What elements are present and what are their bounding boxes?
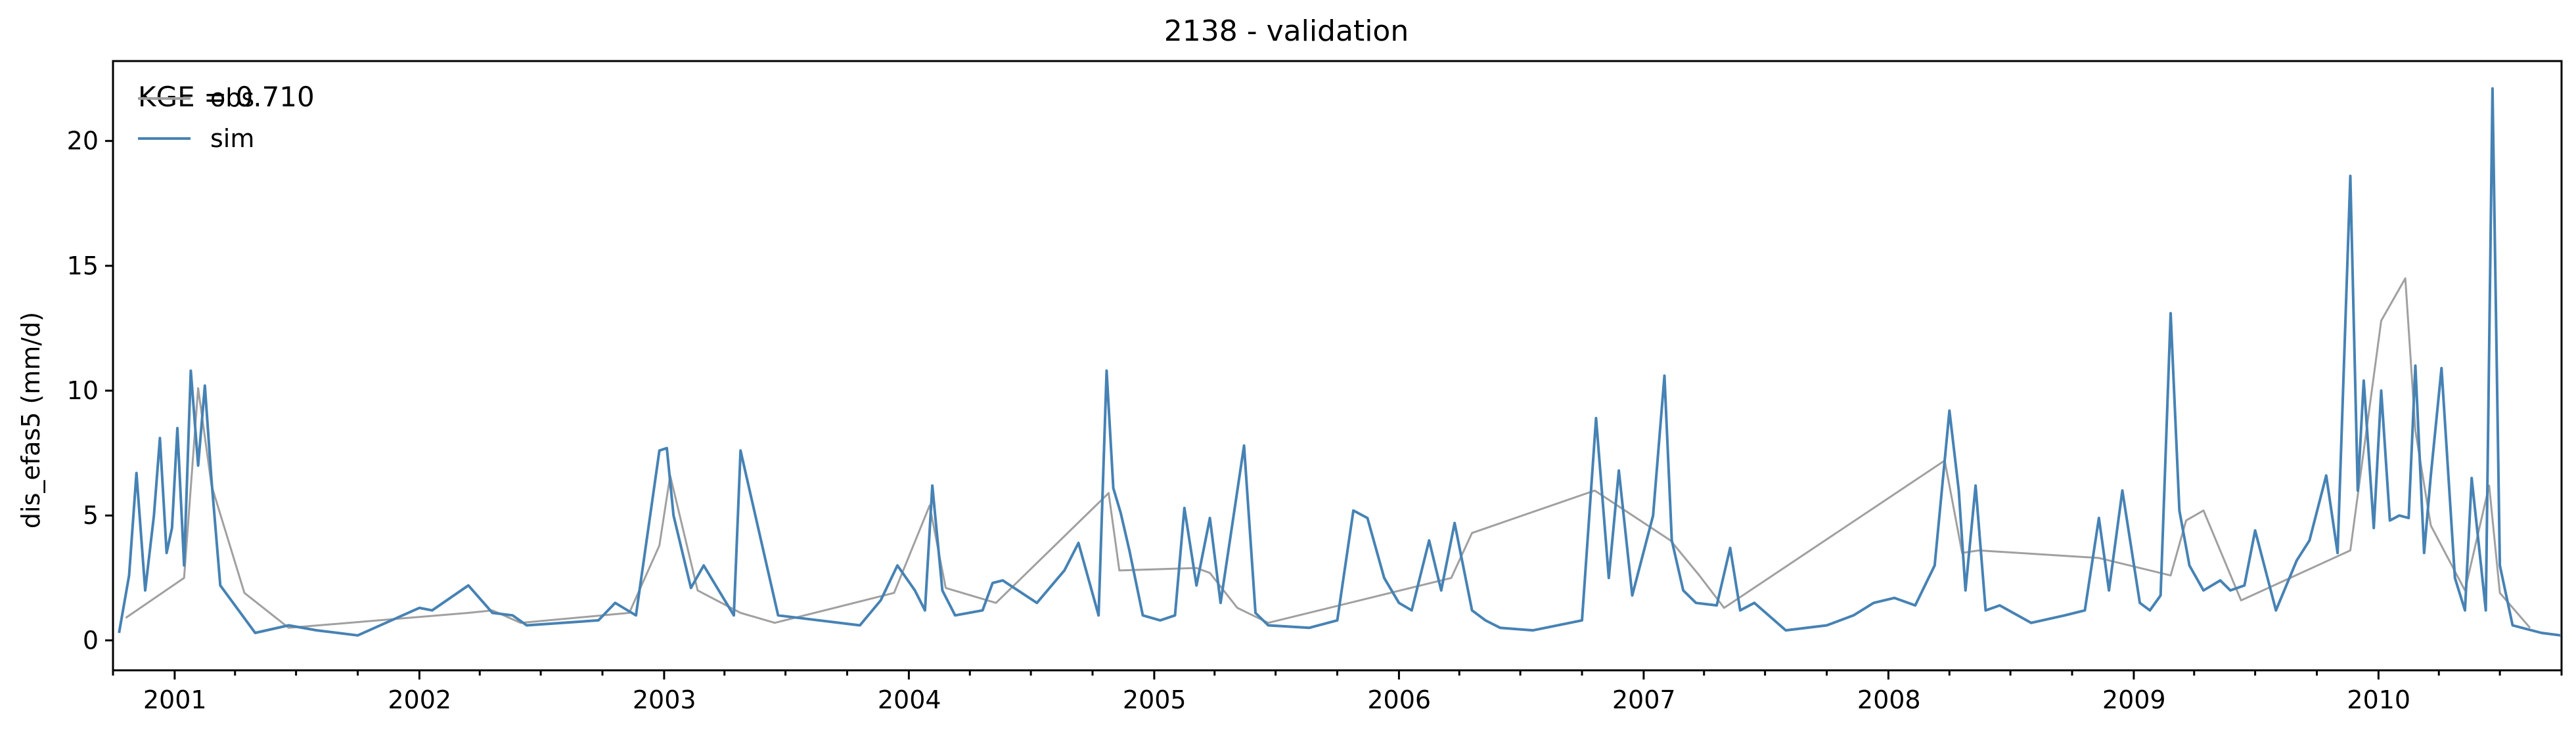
kge-annotation: KGE = 0.710 bbox=[138, 81, 315, 113]
series-line-sim bbox=[118, 87, 2562, 637]
x-tick-label: 2008 bbox=[1857, 685, 1921, 714]
y-tick-label: 0 bbox=[83, 626, 99, 655]
x-tick-label: 2005 bbox=[1123, 685, 1186, 714]
x-tick-label: 2003 bbox=[633, 685, 696, 714]
legend: obs sim bbox=[138, 83, 254, 153]
x-tick-label: 2001 bbox=[143, 685, 207, 714]
legend-label-sim: sim bbox=[210, 124, 254, 153]
y-axis-label: dis_efas5 (mm/d) bbox=[16, 312, 45, 529]
x-tick-label: 2004 bbox=[878, 685, 941, 714]
y-tick-label: 10 bbox=[67, 376, 99, 405]
x-tick-label: 2006 bbox=[1367, 685, 1431, 714]
x-tick-label: 2009 bbox=[2102, 685, 2166, 714]
chart-title: 2138 - validation bbox=[1164, 14, 1409, 48]
x-tick-label: 2010 bbox=[2347, 685, 2410, 714]
series-line-obs bbox=[125, 277, 2531, 629]
y-axis-ticks: 0 5 10 15 20 bbox=[67, 127, 113, 655]
legend-label-obs: obs bbox=[210, 83, 254, 112]
y-tick-label: 5 bbox=[83, 501, 99, 530]
x-tick-label: 2002 bbox=[388, 685, 451, 714]
series-layer bbox=[118, 87, 2562, 637]
plot-frame bbox=[112, 60, 2563, 672]
x-tick-label: 2007 bbox=[1612, 685, 1676, 714]
y-tick-label: 15 bbox=[67, 251, 99, 280]
y-tick-label: 20 bbox=[67, 127, 99, 156]
x-axis-ticks: 2001 2002 2003 2004 2005 2006 2007 2008 2009 2010 bbox=[112, 670, 2563, 714]
